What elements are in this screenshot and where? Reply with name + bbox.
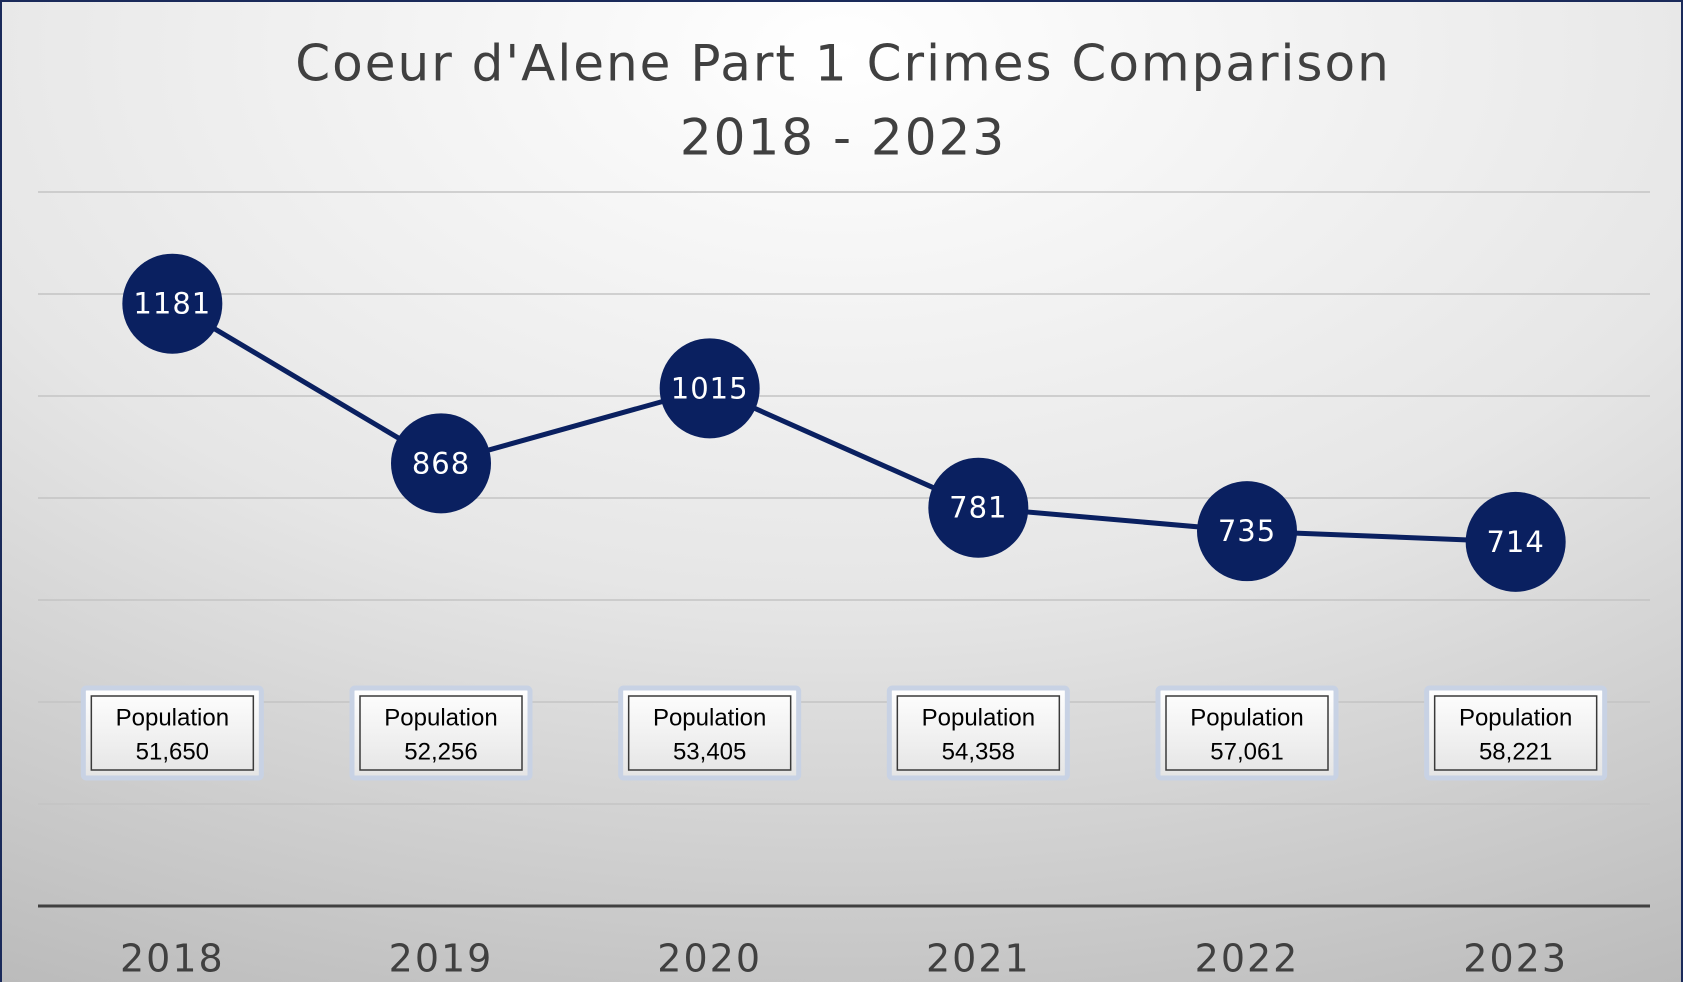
annotation-box-inner	[359, 695, 523, 771]
data-label: 868	[412, 446, 470, 480]
annotation-value: 51,650	[136, 738, 209, 765]
annotation-value: 57,061	[1210, 738, 1283, 765]
annotation-box-inner	[896, 695, 1061, 771]
data-label: 714	[1486, 525, 1544, 559]
annotation-text: Population	[116, 704, 229, 731]
point	[1197, 481, 1297, 582]
annotation-value: 54,358	[942, 738, 1015, 765]
annotation-text: Population	[1190, 704, 1303, 731]
data-label: 1015	[671, 371, 749, 405]
series: 1181 868 1015 781 735 714	[122, 253, 1566, 592]
point	[928, 457, 1029, 558]
annotation-box-inner	[90, 695, 255, 771]
annotation-text: Population	[1459, 704, 1572, 731]
point	[122, 253, 223, 354]
data-label: 1181	[133, 287, 211, 321]
annotation-box	[1424, 685, 1608, 781]
x-tick-label: 2019	[389, 937, 494, 981]
annotation-box-inner	[1433, 695, 1598, 771]
annotation-value: 53,405	[673, 738, 746, 765]
data-label: 735	[1218, 514, 1276, 548]
x-tick-label: 2022	[1195, 937, 1300, 981]
annotation-box-inner	[627, 695, 792, 771]
x-tick-label: 2023	[1463, 937, 1568, 981]
point	[659, 338, 760, 439]
point	[1465, 491, 1566, 592]
annotation-value: 52,256	[404, 738, 477, 765]
annotation-box	[886, 685, 1070, 781]
annotation-box	[618, 685, 802, 781]
annotation-text: Population	[384, 704, 497, 731]
data-label: 781	[949, 491, 1007, 525]
annotation-box	[349, 685, 533, 781]
x-tick-label: 2020	[657, 937, 762, 981]
chart-title: Coeur d'Alene Part 1 Crimes Comparison	[295, 35, 1391, 93]
annotation-box	[1155, 685, 1339, 781]
chart-subtitle: 2018 - 2023	[680, 109, 1006, 167]
annotation-box	[80, 685, 264, 781]
annotation-text: Population	[653, 704, 766, 731]
point	[391, 413, 491, 514]
annotations: Population 51,650 Population 52,256 Populati…	[80, 685, 1608, 781]
annotation-box-inner	[1165, 695, 1329, 771]
annotation-value: 58,221	[1479, 738, 1552, 765]
x-tick-label: 2021	[926, 937, 1031, 981]
x-tick-label: 2018	[120, 937, 225, 981]
annotation-text: Population	[922, 704, 1035, 731]
grid	[38, 191, 1650, 908]
